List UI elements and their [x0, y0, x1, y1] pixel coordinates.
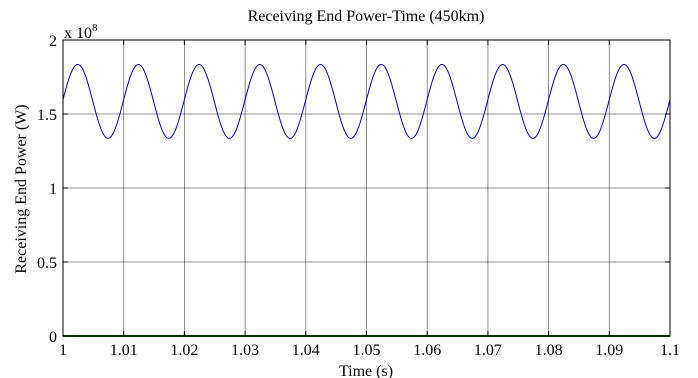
y-axis-exponent: x 108 [64, 22, 98, 42]
x-tick-label: 1.1 [660, 342, 680, 359]
plot-area: 1 1.01 1.02 1.03 1.04 1.05 1.06 1.07 1.08 1.09 1.1… [37, 33, 680, 359]
y-tick-label: 2 [49, 33, 57, 50]
y-tick-label: 1.5 [37, 107, 57, 124]
x-tick-label: 1.02 [170, 342, 198, 359]
x-tick-label: 1.01 [110, 342, 138, 359]
x-tick-label: 1.04 [292, 342, 320, 359]
x-tick-label: 1 [59, 342, 67, 359]
x-tick-label: 1.07 [474, 342, 502, 359]
y-axis-title: Receiving End Power (W) [13, 104, 30, 273]
x-axis-title: Time (s) [339, 363, 393, 378]
series-line-1 [62, 63, 671, 139]
x-tick-label: 1.03 [231, 342, 259, 359]
x-tick-label: 1.08 [535, 342, 563, 359]
y-tick-label: 1 [49, 181, 57, 198]
y-tick-label: 0 [49, 329, 57, 346]
chart-title: Receiving End Power-Time (450km) [248, 8, 485, 25]
x-tick-label: 1.05 [353, 342, 381, 359]
x-tick-label: 1.06 [413, 342, 441, 359]
y-tick-label: 0.5 [37, 255, 57, 272]
x-tick-label: 1.09 [595, 342, 623, 359]
